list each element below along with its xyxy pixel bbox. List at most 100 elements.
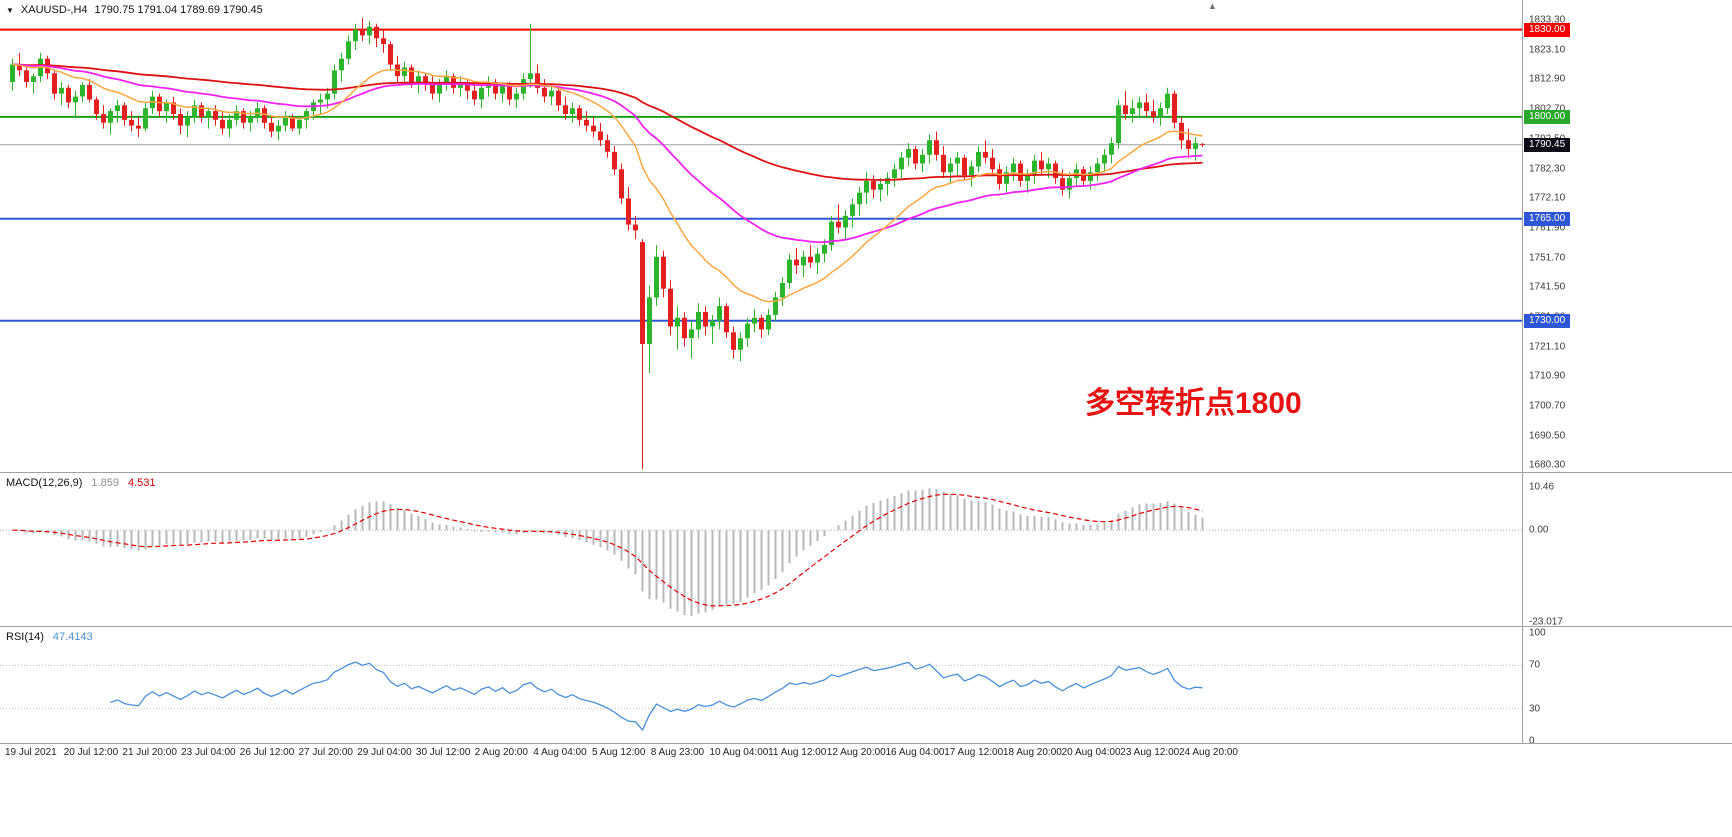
candle-body bbox=[759, 317, 764, 330]
candle-body bbox=[710, 320, 715, 327]
macd-label-bar: MACD(12,26,9) 1.859 4.531 bbox=[6, 477, 155, 489]
time-axis-label: 24 Aug 20:00 bbox=[1179, 747, 1238, 758]
rsi-label-bar: RSI(14) 47.4143 bbox=[6, 631, 93, 643]
collapse-icon[interactable]: ▼ bbox=[6, 5, 14, 15]
panel-separator[interactable] bbox=[0, 472, 1732, 473]
candle-body bbox=[1137, 102, 1142, 109]
candle-body bbox=[1151, 111, 1156, 117]
candle-body bbox=[563, 105, 568, 114]
candle-body bbox=[136, 125, 141, 129]
time-axis-label: 20 Aug 04:00 bbox=[1061, 747, 1121, 758]
support-1765-price-tag: 1765.00 bbox=[1524, 211, 1571, 226]
time-axis-label: 8 Aug 23:00 bbox=[650, 747, 705, 758]
candle-body bbox=[262, 108, 267, 123]
candle-body bbox=[1053, 163, 1058, 179]
candle-body bbox=[752, 317, 757, 324]
candle-body bbox=[598, 131, 603, 141]
candle-body bbox=[171, 102, 176, 114]
candle-body bbox=[374, 26, 379, 39]
candle-body bbox=[668, 288, 673, 327]
candle-body bbox=[164, 102, 169, 112]
candle-body bbox=[570, 108, 575, 114]
candle-body bbox=[689, 329, 694, 339]
candle-body bbox=[297, 119, 302, 129]
candle-body bbox=[857, 192, 862, 205]
candle-body bbox=[108, 111, 113, 123]
candle-body bbox=[157, 96, 162, 112]
candle-body bbox=[1130, 108, 1135, 114]
macd-axis-label: 0.00 bbox=[1529, 524, 1549, 536]
candle-body bbox=[185, 116, 190, 126]
candle-body bbox=[1025, 175, 1030, 181]
candle-body bbox=[1165, 93, 1170, 109]
candle-body bbox=[549, 90, 554, 97]
candle-body bbox=[430, 84, 435, 94]
candle-body bbox=[920, 154, 925, 164]
candle-body bbox=[941, 154, 946, 173]
annotation-text[interactable]: 多空转折点1800 bbox=[1085, 387, 1302, 420]
candle-body bbox=[703, 312, 708, 327]
time-axis-label: 29 Jul 04:00 bbox=[357, 747, 412, 758]
candle-body bbox=[822, 245, 827, 254]
candle-body bbox=[304, 111, 309, 120]
price-chart-canvas[interactable] bbox=[0, 0, 1522, 472]
price-tick-label: 1761.90 bbox=[1529, 222, 1566, 234]
ohlc-values: 1790.75 1791.04 1789.69 1790.45 bbox=[94, 4, 263, 16]
candle-body bbox=[556, 90, 561, 106]
candle-body bbox=[577, 108, 582, 120]
macd-panel-canvas[interactable] bbox=[0, 474, 1522, 626]
candle-body bbox=[528, 73, 533, 80]
candle-body bbox=[899, 157, 904, 170]
candle-body bbox=[220, 119, 225, 129]
time-axis-label: 23 Jul 04:00 bbox=[181, 747, 236, 758]
macd-signal-value: 4.531 bbox=[127, 477, 156, 489]
candle-body bbox=[1095, 163, 1100, 173]
ma-fast-orange bbox=[12, 63, 1203, 303]
candle-body bbox=[1186, 140, 1191, 149]
candle-body bbox=[59, 87, 64, 94]
panel-separator[interactable] bbox=[0, 626, 1732, 627]
candle-body bbox=[584, 119, 589, 126]
panel-separator bbox=[0, 743, 1732, 744]
price-tick-label: 1812.90 bbox=[1529, 73, 1566, 85]
candle-body bbox=[437, 84, 442, 94]
price-tick-label: 1782.30 bbox=[1529, 163, 1566, 174]
candle-body bbox=[864, 181, 869, 193]
candle-body bbox=[80, 84, 85, 97]
chart-shift-marker-icon[interactable]: ▲ bbox=[1208, 1, 1217, 11]
candle-body bbox=[388, 44, 393, 65]
price-tick-label: 1833.30 bbox=[1529, 14, 1566, 26]
time-axis[interactable]: 19 Jul 2021 20 Jul 12:00 21 Jul 20:00 23 Ju… bbox=[0, 744, 1732, 762]
candle-body bbox=[717, 306, 722, 321]
candle-body bbox=[969, 166, 974, 176]
candle-body bbox=[1116, 105, 1121, 144]
candle-body bbox=[479, 87, 484, 100]
resistance-1830-price-tag: 1830.00 bbox=[1524, 22, 1571, 37]
candle-body bbox=[122, 105, 127, 120]
ma-mid-magenta bbox=[12, 63, 1203, 244]
candle-body bbox=[52, 73, 57, 94]
price-axis[interactable]: 1833.301823.101812.901802.701792.501782.… bbox=[1522, 0, 1732, 747]
time-axis-label: 19 Jul 2021 bbox=[5, 747, 57, 758]
rsi-axis-label: 100 bbox=[1529, 627, 1546, 639]
macd-axis-label: -23.017 bbox=[1529, 616, 1563, 628]
candle-body bbox=[276, 125, 281, 132]
time-axis-label: 21 Jul 20:00 bbox=[122, 747, 177, 758]
time-axis-label: 2 Aug 20:00 bbox=[474, 747, 528, 758]
candle-body bbox=[269, 122, 274, 132]
rsi-panel-canvas[interactable] bbox=[0, 628, 1522, 744]
macd-indicator-label: MACD(12,26,9) bbox=[6, 477, 83, 489]
candle-body bbox=[892, 169, 897, 178]
candle-body bbox=[178, 114, 183, 126]
candle-body bbox=[535, 73, 540, 88]
candle-body bbox=[31, 76, 36, 82]
candle-body bbox=[360, 29, 365, 36]
candle-body bbox=[465, 82, 470, 91]
candle-body bbox=[115, 105, 120, 112]
candle-body bbox=[626, 198, 631, 225]
candle-body bbox=[1046, 163, 1051, 170]
candle-body bbox=[591, 125, 596, 132]
candle-body bbox=[850, 204, 855, 216]
candle-body bbox=[829, 221, 834, 245]
candle-body bbox=[612, 151, 617, 170]
